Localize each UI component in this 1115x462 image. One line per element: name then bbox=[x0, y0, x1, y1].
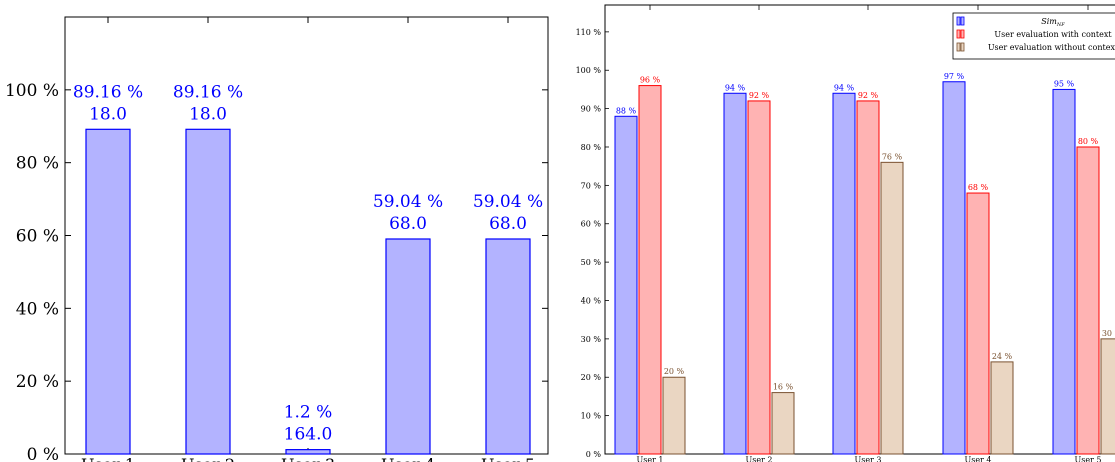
bar-value-label: 59.04 % bbox=[373, 192, 443, 212]
bar bbox=[285, 449, 331, 455]
bar-value-label: 95 % bbox=[1054, 79, 1075, 88]
bar-secondary-label: 18.0 bbox=[189, 104, 227, 124]
bar-secondary-label: 68.0 bbox=[389, 214, 427, 234]
bar-secondary-label: 68.0 bbox=[489, 214, 527, 234]
x-category-label: User 5 bbox=[481, 455, 535, 462]
y-tick-label: 40 % bbox=[581, 296, 602, 305]
legend-swatch bbox=[956, 42, 961, 52]
bar bbox=[942, 81, 966, 455]
bar bbox=[880, 161, 904, 455]
y-tick-label: 70 % bbox=[581, 181, 602, 190]
legend-label: SimNF bbox=[1041, 17, 1065, 28]
y-tick-label: 20 % bbox=[581, 373, 602, 382]
y-tick-label: 20 % bbox=[16, 372, 59, 392]
y-tick-label: 100 % bbox=[576, 66, 602, 75]
bar bbox=[485, 238, 531, 455]
legend-swatch bbox=[956, 16, 961, 26]
bar bbox=[638, 85, 662, 455]
y-tick-label: 80 % bbox=[581, 143, 602, 152]
bar-value-label: 68 % bbox=[968, 183, 989, 192]
bar bbox=[990, 361, 1014, 455]
y-tick-label: 100 % bbox=[5, 81, 59, 101]
bar-value-label: 16 % bbox=[773, 383, 794, 392]
bar-value-label: 59.04 % bbox=[473, 192, 543, 212]
legend-label-text: Sim bbox=[1041, 17, 1057, 26]
y-tick-label: 60 % bbox=[581, 220, 602, 229]
bar-value-label: 1.2 % bbox=[284, 403, 333, 423]
bar-value-label: 94 % bbox=[725, 83, 746, 92]
bar bbox=[723, 92, 747, 455]
bar-value-label: 80 % bbox=[1078, 137, 1099, 146]
legend-swatch bbox=[960, 29, 965, 39]
bar-value-label: 89.16 % bbox=[173, 82, 243, 102]
x-category-label: User 5 bbox=[1074, 456, 1101, 462]
x-category-label: User 2 bbox=[181, 455, 235, 462]
bar-value-label: 30 % bbox=[1102, 329, 1115, 338]
bar-value-label: 88 % bbox=[616, 106, 637, 115]
bar bbox=[614, 115, 638, 455]
y-tick-label: 10 % bbox=[581, 412, 602, 421]
legend: SimNF User evaluation with context User ev… bbox=[952, 12, 1115, 60]
bar bbox=[1076, 146, 1100, 455]
y-tick-label: 0 % bbox=[586, 450, 602, 459]
bar bbox=[385, 238, 431, 455]
bar bbox=[832, 92, 856, 455]
legend-swatch bbox=[956, 29, 961, 39]
legend-label: User evaluation without context bbox=[988, 43, 1115, 52]
y-tick-label: 60 % bbox=[16, 227, 59, 247]
bar bbox=[85, 128, 131, 455]
bar-value-label: 97 % bbox=[944, 72, 965, 81]
x-category-label: User 2 bbox=[745, 456, 772, 462]
legend-label: User evaluation with context bbox=[994, 30, 1112, 39]
bar bbox=[185, 128, 231, 455]
legend-swatch bbox=[960, 42, 965, 52]
y-tick-label: 80 % bbox=[16, 154, 59, 174]
bar-value-label: 96 % bbox=[640, 76, 661, 85]
y-tick-label: 30 % bbox=[581, 335, 602, 344]
x-category-label: User 1 bbox=[636, 456, 663, 462]
bar-value-label: 76 % bbox=[882, 152, 903, 161]
bar bbox=[1100, 338, 1115, 455]
y-tick-label: 40 % bbox=[16, 299, 59, 319]
legend-label-subscript: NF bbox=[1056, 22, 1065, 28]
chart-right: 0 % 10 % 20 % 30 % 40 % 50 % 60 % 70 % 80 % 90 % 1… bbox=[576, 4, 1115, 462]
bar bbox=[856, 100, 880, 455]
y-tick-label: 110 % bbox=[576, 28, 602, 37]
bar-secondary-label: 18.0 bbox=[89, 104, 127, 124]
x-category-label: User 1 bbox=[81, 455, 135, 462]
bar bbox=[1052, 88, 1076, 455]
bar-value-label: 24 % bbox=[992, 352, 1013, 361]
bar-value-label: 92 % bbox=[858, 91, 879, 100]
bar bbox=[747, 100, 771, 455]
x-category-label: User 4 bbox=[381, 455, 435, 462]
y-tick-label: 50 % bbox=[581, 258, 602, 267]
bar bbox=[966, 192, 990, 455]
y-tick-label: 0 % bbox=[27, 445, 59, 462]
legend-swatch bbox=[960, 16, 965, 26]
bar-value-label: 92 % bbox=[749, 91, 770, 100]
bar-secondary-label: 164.0 bbox=[284, 425, 333, 445]
bar bbox=[771, 392, 795, 455]
x-category-label: User 4 bbox=[964, 456, 991, 462]
bar bbox=[662, 376, 686, 455]
bar-value-label: 94 % bbox=[834, 83, 855, 92]
bar-value-label: 89.16 % bbox=[73, 82, 143, 102]
y-tick-label: 90 % bbox=[581, 105, 602, 114]
chart-left: 0 %20 %40 %60 %80 %100 %18.089.16 %18.08… bbox=[5, 16, 549, 462]
bar-value-label: 20 % bbox=[664, 367, 685, 376]
legend-frame bbox=[952, 12, 1115, 60]
x-category-label: User 3 bbox=[854, 456, 881, 462]
x-category-label: User 3 bbox=[281, 455, 335, 462]
